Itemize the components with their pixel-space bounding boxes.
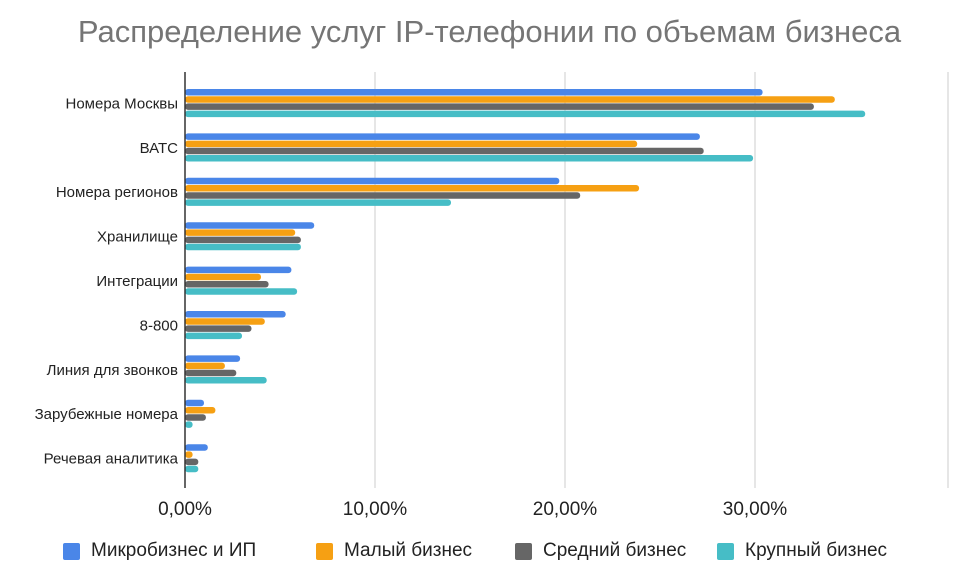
category-label-4: Интеграции [96,273,178,290]
bar-6-2 [185,369,237,377]
bar-1-3 [185,155,754,162]
category-label-3: Хранилище [97,229,178,246]
bar-3-2 [185,236,301,244]
x-tick-label-3: 30,00% [723,499,788,520]
bar-7-1 [185,407,216,414]
bar-8-2 [185,458,199,466]
chart-legend: Микробизнес и ИП Малый бизнес Средний бизн… [0,538,979,564]
legend-label-1: Малый бизнес [344,540,473,561]
bar-4-1 [185,273,261,281]
bar-6-0 [185,355,241,362]
bar-8-3 [185,465,199,473]
chart-title: Распределение услуг IP-телефонии по объе… [77,14,902,49]
bar-3-1 [185,229,296,236]
bar-5-3 [185,332,242,340]
legend-swatch-2 [515,542,532,560]
bar-2-1 [185,185,640,192]
bar-6-1 [185,362,225,370]
bar-4-2 [185,281,269,288]
category-label-2: Номера регионов [56,184,178,201]
x-tick-label-1: 10,00% [343,499,408,520]
legend-item-0: Микробизнес и ИП [63,538,256,564]
legend-label-0: Микробизнес и ИП [91,540,257,561]
category-label-5: 8-800 [140,317,178,334]
bar-5-2 [185,325,252,332]
bar-0-3 [185,110,866,118]
category-label-8: Речевая аналитика [44,451,179,468]
bar-2-0 [185,177,560,185]
legend-item-1: Малый бизнес [316,538,472,564]
bar-1-1 [185,140,638,148]
bar-0-1 [185,96,835,103]
bar-1-0 [185,133,700,140]
bar-6-3 [185,377,267,384]
bar-5-1 [185,318,265,325]
bar-8-1 [185,451,193,458]
x-tick-label-2: 20,00% [533,499,598,520]
category-label-6: Линия для звонков [47,362,178,379]
legend-label-2: Средний бизнес [543,540,687,561]
bar-2-3 [185,199,451,206]
legend-label-3: Крупный бизнес [745,540,888,561]
bar-5-0 [185,311,286,318]
x-tick-label-0: 0,00% [158,499,212,520]
legend-item-2: Средний бизнес [515,538,686,564]
legend-swatch-0 [63,542,80,560]
bar-7-2 [185,414,206,421]
bar-1-2 [185,147,704,155]
category-label-0: Номера Москвы [66,95,179,112]
bar-4-0 [185,266,292,274]
legend-item-3: Крупный бизнес [717,538,887,564]
bar-3-0 [185,222,315,229]
category-label-1: ВАТС [140,140,179,157]
legend-swatch-3 [717,542,734,560]
bar-8-0 [185,444,208,451]
bar-4-3 [185,288,298,295]
legend-swatch-1 [316,542,333,560]
bar-7-0 [185,399,204,407]
bar-0-0 [185,89,763,96]
bar-2-2 [185,192,581,199]
bar-0-2 [185,103,814,110]
bar-3-3 [185,243,301,251]
bar-7-3 [185,421,193,428]
category-label-7: Зарубежные номера [35,406,179,423]
